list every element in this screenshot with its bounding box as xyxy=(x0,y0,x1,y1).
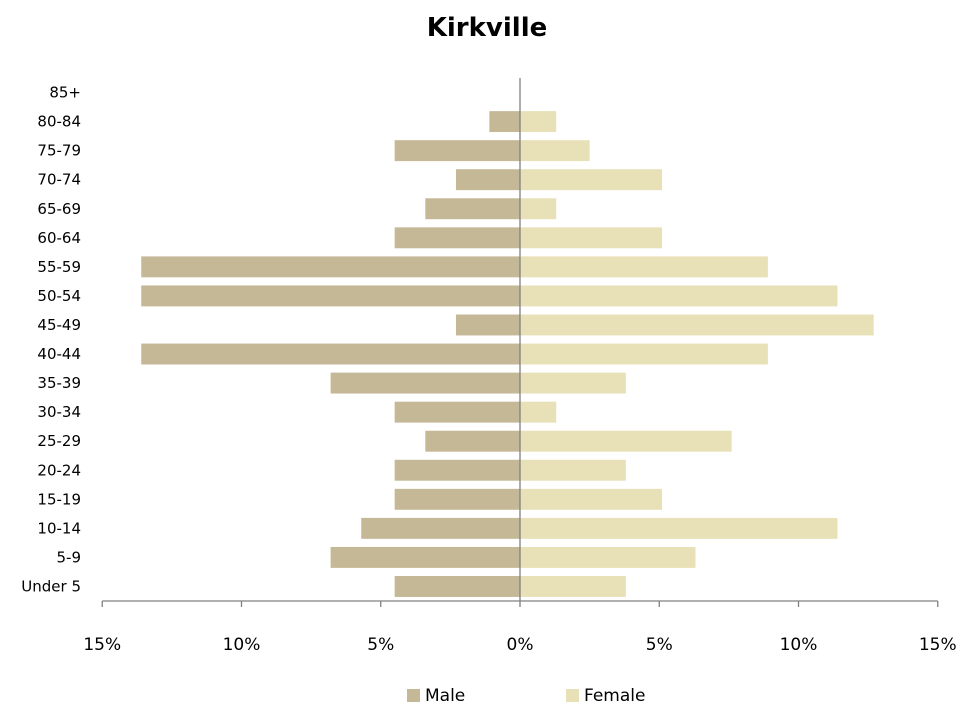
bar-female-80-84 xyxy=(520,111,557,133)
bar-male-25-29 xyxy=(425,430,520,452)
bar-male-70-74 xyxy=(455,169,520,191)
bar-male-80-84 xyxy=(489,111,520,133)
chart-title: Kirkville xyxy=(427,13,548,43)
bar-female-70-74 xyxy=(520,169,663,191)
x-tick-label: 15% xyxy=(83,635,121,655)
bars-layer xyxy=(141,111,874,597)
x-tick-label: 15% xyxy=(919,635,957,655)
category-label: 85+ xyxy=(49,84,81,102)
bar-male-55-59 xyxy=(141,256,521,278)
bar-female-65-69 xyxy=(520,198,557,220)
bar-female-60-64 xyxy=(520,227,663,249)
axis-layer: 15% 10% 5% 0% 5% 10% 15% xyxy=(83,78,957,655)
bar-female-30-34 xyxy=(520,401,557,423)
bar-female-10-14 xyxy=(520,517,838,539)
bar-male-under-5 xyxy=(394,576,520,597)
legend-label-male: Male xyxy=(425,686,465,706)
bar-female-50-54 xyxy=(520,285,838,307)
bar-female-under-5 xyxy=(520,576,626,597)
x-tick-label: 5% xyxy=(367,635,394,655)
category-label: 50-54 xyxy=(37,287,81,305)
category-label: 10-14 xyxy=(37,519,81,537)
category-label: 20-24 xyxy=(37,461,81,479)
bar-male-40-44 xyxy=(141,343,521,365)
legend-swatch-female xyxy=(566,689,579,702)
category-label: 35-39 xyxy=(37,374,81,392)
category-label: 30-34 xyxy=(37,403,81,421)
category-label: 60-64 xyxy=(37,229,81,247)
bar-female-25-29 xyxy=(520,430,732,452)
legend-swatch-male xyxy=(407,689,420,702)
bar-female-20-24 xyxy=(520,459,626,481)
bar-male-45-49 xyxy=(455,314,520,336)
bar-male-30-34 xyxy=(394,401,520,423)
bar-male-5-9 xyxy=(330,546,520,568)
category-label: 55-59 xyxy=(37,258,81,276)
category-label: 15-19 xyxy=(37,490,81,508)
bar-female-55-59 xyxy=(520,256,768,278)
bar-male-50-54 xyxy=(141,285,521,307)
bar-male-65-69 xyxy=(425,198,520,220)
category-label: 75-79 xyxy=(37,142,81,160)
bar-male-20-24 xyxy=(394,459,520,481)
bar-female-15-19 xyxy=(520,488,663,510)
x-tick-label: 0% xyxy=(507,635,534,655)
category-label: 40-44 xyxy=(37,345,81,363)
bar-female-45-49 xyxy=(520,314,874,336)
category-label: 5-9 xyxy=(57,548,82,566)
category-label: 65-69 xyxy=(37,200,81,218)
legend-label-female: Female xyxy=(584,686,645,706)
bar-female-40-44 xyxy=(520,343,768,365)
x-tick-label: 5% xyxy=(646,635,673,655)
bar-female-35-39 xyxy=(520,372,626,394)
category-label: 80-84 xyxy=(37,113,81,131)
category-label: 70-74 xyxy=(37,171,81,189)
category-label: 25-29 xyxy=(37,432,81,450)
x-tick-label: 10% xyxy=(780,635,818,655)
category-label: 45-49 xyxy=(37,316,81,334)
bar-male-75-79 xyxy=(394,140,520,162)
bar-male-10-14 xyxy=(361,517,520,539)
bar-female-5-9 xyxy=(520,546,696,568)
bar-male-15-19 xyxy=(394,488,520,510)
bar-male-35-39 xyxy=(330,372,520,394)
category-labels: Under 5 5-9 10-14 15-19 20-24 25-29 30-34 35-39… xyxy=(21,84,81,596)
category-label: Under 5 xyxy=(21,577,81,595)
bar-female-75-79 xyxy=(520,140,590,162)
legend: Male Female xyxy=(407,686,645,706)
bar-male-60-64 xyxy=(394,227,520,249)
x-tick-label: 10% xyxy=(223,635,261,655)
